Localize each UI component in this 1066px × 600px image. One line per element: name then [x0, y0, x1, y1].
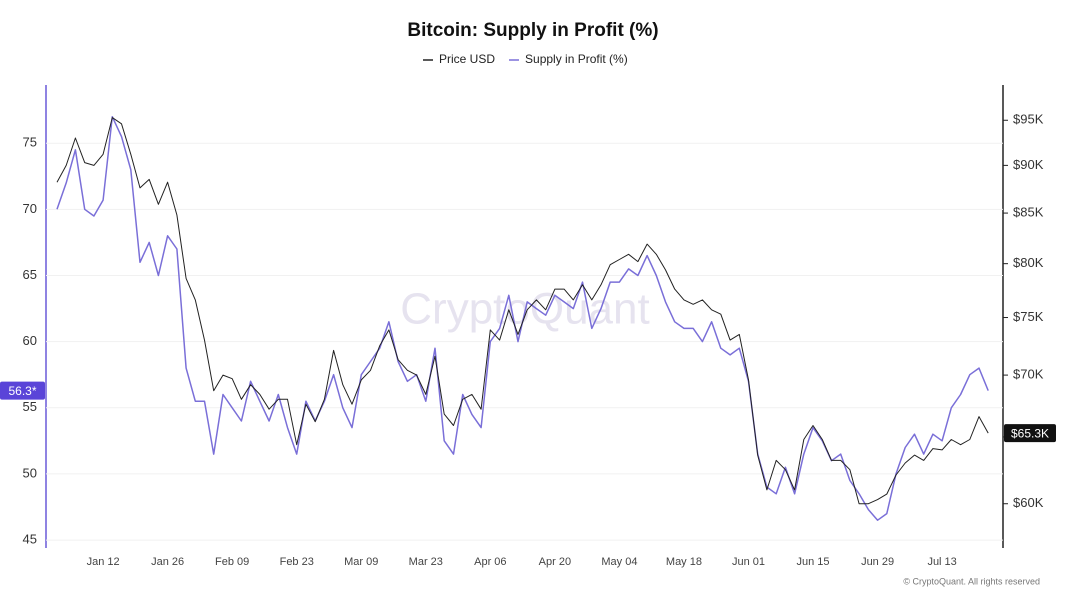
series-line [56, 115, 989, 521]
legend-label: Price USD [439, 52, 495, 66]
x-tick-label: Mar 23 [409, 556, 443, 568]
y-tick-label: 55 [23, 399, 37, 414]
x-tick-label: Apr 06 [474, 556, 506, 568]
y2-tick-label: $80K [1013, 255, 1044, 270]
y2-tick-label: $90K [1013, 157, 1044, 172]
y-tick-label: 75 [23, 135, 37, 150]
last-value-box [0, 381, 45, 400]
y-tick-label: 45 [23, 532, 37, 547]
last-value-label: 56.3* [8, 384, 36, 398]
x-tick-label: Jun 01 [732, 556, 765, 568]
footer: © CryptoQuant. All rights reserved [903, 576, 1040, 586]
x-tick-label: Jun 15 [797, 556, 830, 568]
y-tick-label: 60 [23, 333, 37, 348]
legend-label: Supply in Profit (%) [525, 52, 628, 66]
x-tick-label: Jul 13 [927, 556, 956, 568]
y-tick-label: 65 [23, 267, 37, 282]
y2-tick-label: $70K [1013, 367, 1044, 382]
y2-tick-label: $95K [1013, 112, 1044, 127]
last-value-box [1004, 424, 1056, 443]
x-tick-label: Jun 29 [861, 556, 894, 568]
y2-tick-label: $85K [1013, 205, 1044, 220]
last-value-label: $65.3K [1011, 426, 1049, 440]
y-tick-label: 50 [23, 465, 37, 480]
x-tick-label: May 18 [666, 556, 702, 568]
chart-title: Bitcoin: Supply in Profit (%) [407, 20, 658, 41]
x-tick-label: May 04 [601, 556, 637, 568]
x-tick-label: Feb 09 [215, 556, 249, 568]
series-line [56, 117, 989, 505]
y-tick-label: 70 [23, 201, 37, 216]
x-tick-label: Jan 12 [87, 556, 120, 568]
x-tick-label: Feb 23 [280, 556, 314, 568]
y2-tick-label: $75K [1013, 309, 1044, 324]
x-tick-label: Jan 26 [151, 556, 184, 568]
x-tick-label: Apr 20 [539, 556, 571, 568]
x-tick-label: Mar 09 [344, 556, 378, 568]
y2-tick-label: $60K [1013, 495, 1044, 510]
